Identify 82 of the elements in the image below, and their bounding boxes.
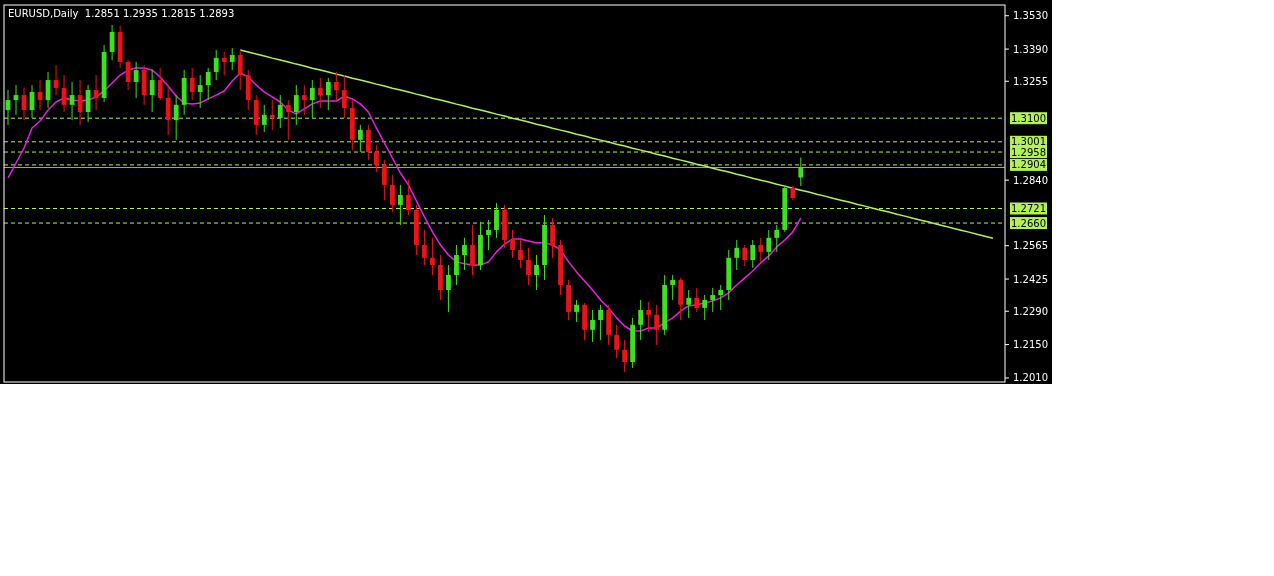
candlestick [766, 229, 772, 261]
candlestick [309, 79, 315, 119]
y-tick-label: 1.2840 [1013, 174, 1048, 186]
candlestick [574, 299, 579, 323]
candlestick [317, 77, 323, 109]
candlestick [430, 237, 435, 276]
candlestick [534, 254, 539, 291]
candlestick [734, 239, 740, 271]
candlestick [197, 74, 203, 109]
y-tick-label: 1.3255 [1013, 75, 1048, 87]
candlestick [702, 294, 708, 321]
candlestick [694, 287, 700, 313]
candlestick [494, 202, 499, 239]
candlestick [526, 247, 531, 286]
candlestick [229, 47, 235, 71]
candlestick [149, 69, 155, 113]
candlestick [261, 104, 267, 133]
candlestick [205, 67, 211, 101]
candlestick [598, 304, 603, 341]
candlestick [742, 244, 748, 267]
candlestick [758, 237, 764, 263]
candlestick [646, 301, 652, 333]
candlestick [213, 49, 219, 81]
candlestick [397, 184, 403, 226]
candlestick [670, 274, 676, 301]
candlestick [125, 59, 131, 91]
candlestick [550, 217, 555, 259]
ref-line-label: 1.2904 [1011, 159, 1046, 171]
candlestick [173, 94, 179, 141]
ref-line-label: 1.2958 [1011, 146, 1046, 158]
candlestick [189, 67, 195, 101]
candlestick [157, 67, 163, 101]
candlestick [518, 239, 523, 269]
candlestick [109, 24, 115, 61]
ref-line-label: 1.2660 [1011, 217, 1046, 229]
y-tick-label: 1.3390 [1013, 43, 1048, 55]
ref-line-label: 1.3001 [1011, 136, 1046, 148]
candlestick [622, 339, 628, 373]
candlestick [357, 124, 363, 153]
candlestick [446, 264, 451, 313]
candlestick [133, 61, 139, 99]
y-tick-label: 1.2150 [1013, 339, 1048, 351]
candlestick [638, 299, 644, 341]
candlestick [325, 77, 331, 111]
ref-line-label: 1.2721 [1011, 203, 1046, 215]
candlestick [422, 229, 427, 266]
candlestick [486, 219, 491, 251]
candlestick [462, 237, 467, 271]
candlestick [614, 324, 620, 359]
candlestick [510, 229, 515, 259]
candlestick [750, 239, 756, 269]
y-tick-label: 1.3530 [1013, 10, 1048, 22]
candlestick [454, 244, 459, 286]
candlestick [686, 289, 692, 319]
candlestick [774, 224, 780, 253]
ref-line-label: 1.3100 [1011, 112, 1046, 124]
y-tick-label: 1.2010 [1013, 372, 1048, 384]
candlestick [365, 124, 371, 161]
candlestick [381, 159, 387, 201]
candlestick [333, 71, 339, 101]
candlestick [277, 94, 283, 129]
chart-title: EURUSD,Daily 1.2851 1.2935 1.2815 1.2893 [8, 8, 235, 19]
candlestick [470, 224, 475, 276]
candlestick [237, 49, 243, 91]
candlestick [373, 144, 379, 173]
candlestick [293, 84, 299, 126]
y-tick-label: 1.2290 [1013, 305, 1048, 317]
candlestick [165, 84, 171, 136]
candlestick [718, 284, 724, 311]
candlestick [590, 309, 595, 343]
y-tick-label: 1.2565 [1013, 240, 1048, 252]
candlestick [269, 99, 275, 131]
candlestick [710, 287, 716, 313]
candlestick [285, 99, 291, 141]
candlestick [301, 84, 307, 116]
candlestick [798, 157, 804, 187]
candlestick [654, 304, 660, 346]
candlestick [406, 179, 411, 216]
candlestick [389, 174, 395, 213]
y-tick-label: 1.2425 [1013, 273, 1048, 285]
candlestick [341, 74, 347, 119]
candlestick [221, 51, 227, 76]
